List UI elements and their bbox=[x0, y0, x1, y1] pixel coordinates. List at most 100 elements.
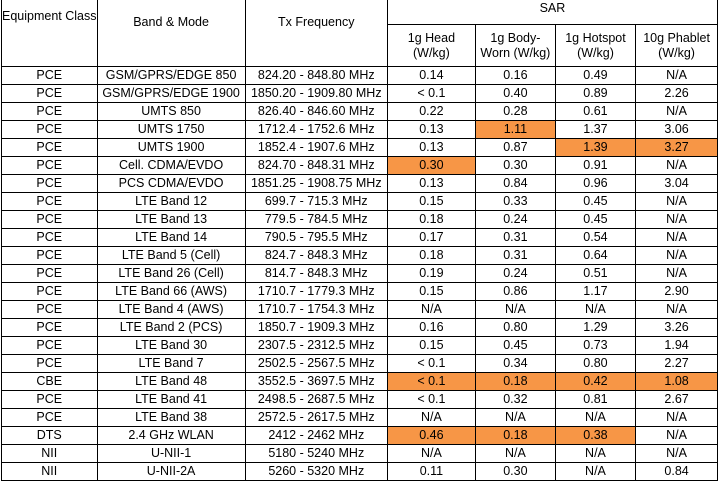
band-mode-cell: PCS CDMA/EVDO bbox=[96, 174, 246, 193]
tx-frequency-cell: 2502.5 - 2567.5 MHz bbox=[244, 354, 388, 373]
band-mode-cell: LTE Band 48 bbox=[96, 372, 246, 391]
body-worn-sar-cell: 0.28 bbox=[474, 102, 556, 121]
hotspot-sar-cell: 0.80 bbox=[554, 354, 637, 373]
tx-frequency-cell: 824.20 - 848.80 MHz bbox=[244, 66, 388, 85]
table-row: PCE PCS CDMA/EVDO 1851.25 - 1908.75 MHz 0.1… bbox=[1, 174, 718, 193]
header-sar: SAR bbox=[386, 0, 718, 25]
phablet-sar-cell: N/A bbox=[635, 228, 718, 247]
phablet-sar-cell: 2.90 bbox=[635, 282, 718, 301]
body-worn-sar-cell: 0.84 bbox=[474, 174, 556, 193]
band-mode-cell: U-NII-2A bbox=[96, 462, 246, 481]
tx-frequency-cell: 5180 - 5240 MHz bbox=[244, 444, 388, 463]
band-mode-cell: LTE Band 13 bbox=[96, 210, 246, 229]
equipment-class-cell: NII bbox=[1, 462, 98, 481]
hotspot-sar-cell: N/A bbox=[554, 408, 637, 427]
tx-frequency-cell: 826.40 - 846.60 MHz bbox=[244, 102, 388, 121]
equipment-class-cell: PCE bbox=[1, 282, 98, 301]
body-worn-sar-cell: 0.24 bbox=[474, 210, 556, 229]
equipment-class-cell: PCE bbox=[1, 354, 98, 373]
body-worn-sar-cell: 0.18 bbox=[474, 426, 556, 445]
head-sar-cell: < 0.1 bbox=[386, 390, 476, 409]
table-row: PCE LTE Band 13 779.5 - 784.5 MHz 0.18 0.24 0… bbox=[1, 210, 718, 229]
table-row: PCE LTE Band 14 790.5 - 795.5 MHz 0.17 0.31 0… bbox=[1, 228, 718, 247]
equipment-class-cell: PCE bbox=[1, 390, 98, 409]
equipment-class-cell: PCE bbox=[1, 120, 98, 139]
head-sar-cell: 0.15 bbox=[386, 282, 476, 301]
head-sar-cell: 0.16 bbox=[386, 318, 476, 337]
head-sar-cell: 0.15 bbox=[386, 192, 476, 211]
phablet-sar-cell: N/A bbox=[635, 444, 718, 463]
phablet-sar-cell: 3.06 bbox=[635, 120, 718, 139]
table-row: PCE UMTS 1750 1712.4 - 1752.6 MHz 0.13 1.11 1… bbox=[1, 120, 718, 139]
head-sar-cell: 0.13 bbox=[386, 138, 476, 157]
head-sar-cell: N/A bbox=[386, 408, 476, 427]
phablet-sar-cell: N/A bbox=[635, 66, 718, 85]
head-sar-cell: 0.17 bbox=[386, 228, 476, 247]
tx-frequency-cell: 2307.5 - 2312.5 MHz bbox=[244, 336, 388, 355]
band-mode-cell: 2.4 GHz WLAN bbox=[96, 426, 246, 445]
band-mode-cell: LTE Band 7 bbox=[96, 354, 246, 373]
tx-frequency-cell: 2412 - 2462 MHz bbox=[244, 426, 388, 445]
table-row: PCE LTE Band 4 (AWS) 1710.7 - 1754.3 MHz N/… bbox=[1, 300, 718, 319]
hotspot-sar-cell: 1.29 bbox=[554, 318, 637, 337]
head-sar-cell: < 0.1 bbox=[386, 354, 476, 373]
tx-frequency-cell: 1850.20 - 1909.80 MHz bbox=[244, 84, 388, 103]
phablet-sar-cell: N/A bbox=[635, 102, 718, 121]
band-mode-cell: UMTS 1750 bbox=[96, 120, 246, 139]
header-1g-head: 1g Head (W/kg) bbox=[386, 24, 476, 67]
hotspot-sar-cell: 0.38 bbox=[554, 426, 637, 445]
phablet-sar-cell: N/A bbox=[635, 426, 718, 445]
phablet-sar-cell: N/A bbox=[635, 408, 718, 427]
head-sar-cell: N/A bbox=[386, 444, 476, 463]
hotspot-sar-cell: 0.61 bbox=[554, 102, 637, 121]
tx-frequency-cell: 824.7 - 848.3 MHz bbox=[244, 246, 388, 265]
header-band-mode: Band & Mode bbox=[96, 0, 246, 67]
table-row: PCE Cell. CDMA/EVDO 824.70 - 848.31 MHz 0.3… bbox=[1, 156, 718, 175]
band-mode-cell: GSM/GPRS/EDGE 850 bbox=[96, 66, 246, 85]
band-mode-cell: LTE Band 26 (Cell) bbox=[96, 264, 246, 283]
hotspot-sar-cell: 0.45 bbox=[554, 192, 637, 211]
header-equipment-class: Equipment Class bbox=[1, 0, 98, 67]
phablet-sar-cell: 2.26 bbox=[635, 84, 718, 103]
body-worn-sar-cell: 1.11 bbox=[474, 120, 556, 139]
equipment-class-cell: PCE bbox=[1, 210, 98, 229]
tx-frequency-cell: 1851.25 - 1908.75 MHz bbox=[244, 174, 388, 193]
hotspot-sar-cell: 0.96 bbox=[554, 174, 637, 193]
hotspot-sar-cell: 0.91 bbox=[554, 156, 637, 175]
head-sar-cell: 0.11 bbox=[386, 462, 476, 481]
head-sar-cell: 0.13 bbox=[386, 174, 476, 193]
band-mode-cell: LTE Band 5 (Cell) bbox=[96, 246, 246, 265]
table-row: PCE LTE Band 41 2498.5 - 2687.5 MHz < 0.1 0.… bbox=[1, 390, 718, 409]
equipment-class-cell: PCE bbox=[1, 408, 98, 427]
tx-frequency-cell: 1852.4 - 1907.6 MHz bbox=[244, 138, 388, 157]
table-row: PCE LTE Band 38 2572.5 - 2617.5 MHz N/A N/A N… bbox=[1, 408, 718, 427]
hotspot-sar-cell: 0.54 bbox=[554, 228, 637, 247]
phablet-sar-cell: 3.26 bbox=[635, 318, 718, 337]
table-row: PCE LTE Band 2 (PCS) 1850.7 - 1909.3 MHz 0.… bbox=[1, 318, 718, 337]
equipment-class-cell: PCE bbox=[1, 102, 98, 121]
hotspot-sar-cell: 1.17 bbox=[554, 282, 637, 301]
equipment-class-cell: NII bbox=[1, 444, 98, 463]
phablet-sar-cell: 3.27 bbox=[635, 138, 718, 157]
hotspot-sar-cell: 0.73 bbox=[554, 336, 637, 355]
band-mode-cell: Cell. CDMA/EVDO bbox=[96, 156, 246, 175]
phablet-sar-cell: 3.04 bbox=[635, 174, 718, 193]
band-mode-cell: LTE Band 2 (PCS) bbox=[96, 318, 246, 337]
tx-frequency-cell: 5260 - 5320 MHz bbox=[244, 462, 388, 481]
equipment-class-cell: CBE bbox=[1, 372, 98, 391]
body-worn-sar-cell: 0.80 bbox=[474, 318, 556, 337]
hotspot-sar-cell: 0.81 bbox=[554, 390, 637, 409]
header-1g-body-worn: 1g Body-Worn (W/kg) bbox=[474, 24, 556, 67]
body-worn-sar-cell: 0.87 bbox=[474, 138, 556, 157]
body-worn-sar-cell: 0.40 bbox=[474, 84, 556, 103]
table-body: PCE GSM/GPRS/EDGE 850 824.20 - 848.80 MHz 0… bbox=[1, 66, 718, 481]
equipment-class-cell: DTS bbox=[1, 426, 98, 445]
table-row: PCE LTE Band 26 (Cell) 814.7 - 848.3 MHz 0.… bbox=[1, 264, 718, 283]
table-row: PCE UMTS 1900 1852.4 - 1907.6 MHz 0.13 0.87 1… bbox=[1, 138, 718, 157]
body-worn-sar-cell: 0.32 bbox=[474, 390, 556, 409]
hotspot-sar-cell: 1.39 bbox=[554, 138, 637, 157]
header-tx-frequency: Tx Frequency bbox=[244, 0, 388, 67]
table-row: PCE LTE Band 5 (Cell) 824.7 - 848.3 MHz 0.1… bbox=[1, 246, 718, 265]
table-row: PCE LTE Band 66 (AWS) 1710.7 - 1779.3 MHz 0… bbox=[1, 282, 718, 301]
